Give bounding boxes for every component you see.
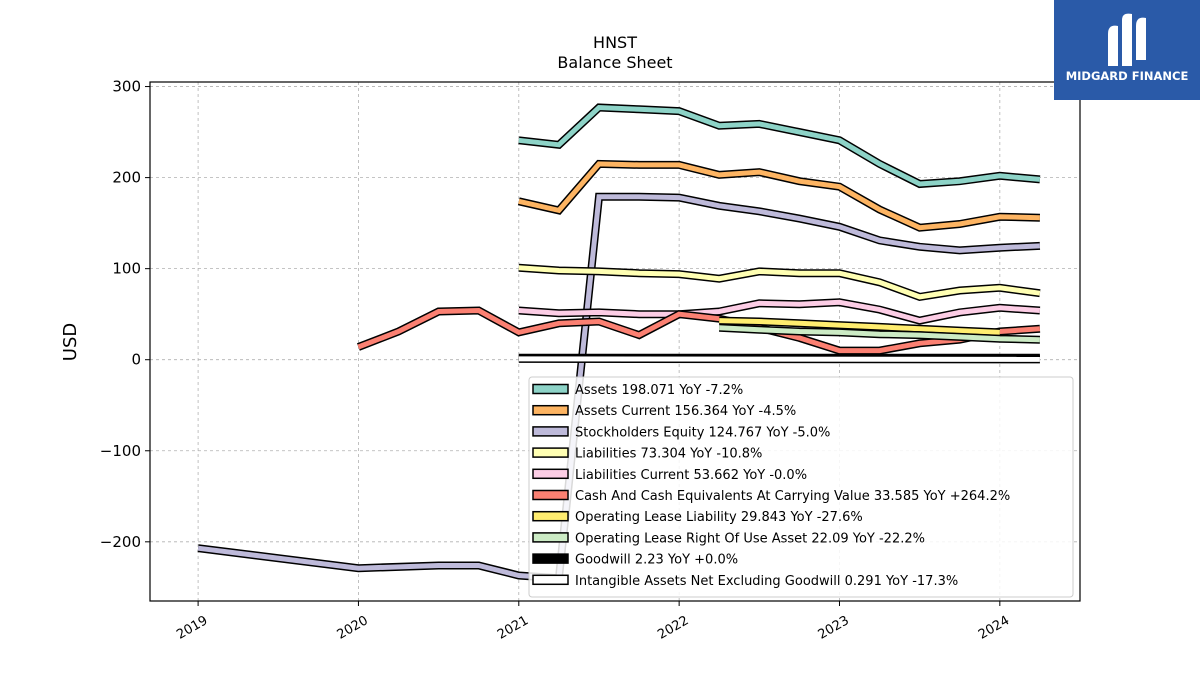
legend-swatch (532, 383, 569, 395)
legend-label: Liabilities 73.304 YoY -10.8% (575, 447, 762, 462)
series-lines (197, 103, 1041, 583)
series-4 (518, 298, 1041, 325)
legend-swatch (532, 574, 569, 586)
legend-box (528, 376, 1074, 598)
chart-title: HNST (593, 33, 637, 52)
series-5 (356, 306, 1041, 355)
x-tick-label: 2024 (976, 613, 1012, 643)
x-tick-label: 2021 (495, 613, 531, 643)
series-line (518, 356, 1040, 362)
series-line (518, 299, 1041, 324)
series-7 (719, 323, 1040, 344)
series-3 (518, 263, 1041, 302)
x-tick-label: 2023 (816, 613, 852, 643)
x-tick-label: 2022 (655, 613, 691, 643)
series-2 (197, 192, 1041, 583)
legend-label: Assets Current 156.364 YoY -4.5% (575, 404, 796, 419)
legend-label: Cash And Cash Equivalents At Carrying Va… (575, 489, 1010, 504)
brand-logo: MIDGARD FINANCE (1054, 0, 1200, 100)
legend-swatch (532, 468, 569, 480)
legend-swatch (532, 553, 569, 564)
legend-label: Stockholders Equity 124.767 YoY -5.0% (575, 425, 830, 440)
legend: Assets 198.071 YoY -7.2% Assets Current 1… (528, 376, 1074, 598)
x-tick-label: 2020 (335, 613, 371, 643)
y-tick-label: 200 (112, 169, 141, 187)
plot-frame (149, 81, 1081, 602)
legend-swatch (532, 510, 569, 522)
brand-mark-icon (1108, 13, 1146, 67)
series-6 (719, 316, 1000, 337)
legend-label: Assets 198.071 YoY -7.2% (575, 383, 743, 398)
series-line (719, 325, 1040, 343)
x-tick-label: 2019 (174, 613, 210, 643)
series-1 (517, 159, 1040, 232)
y-tick-label: −100 (100, 442, 141, 460)
legend-swatch (532, 447, 569, 458)
legend-label: Intangible Assets Net Excluding Goodwill… (575, 574, 958, 589)
y-axis-label: USD (60, 323, 81, 361)
series-line (518, 265, 1041, 300)
legend-label: Operating Lease Liability 29.843 YoY -27… (575, 510, 863, 525)
legend-swatch (532, 489, 569, 501)
series-line (518, 161, 1040, 231)
legend-swatch (532, 426, 569, 437)
series-line (197, 194, 1041, 581)
legend-swatch (532, 532, 569, 543)
legend-swatch (532, 404, 569, 416)
legend-label: Liabilities Current 53.662 YoY -0.0% (575, 468, 807, 483)
series-0 (518, 103, 1041, 189)
y-tick-label: 0 (131, 351, 141, 369)
brand-name: MIDGARD FINANCE (1065, 69, 1189, 83)
y-tick-label: 100 (112, 260, 141, 278)
series-9 (518, 354, 1040, 364)
legend-label: Goodwill 2.23 YoY +0.0% (575, 553, 738, 568)
y-tick-label: 300 (112, 78, 141, 96)
series-line-outline (518, 103, 1041, 189)
series-line (719, 318, 1000, 335)
series-line (518, 104, 1041, 187)
series-line (357, 307, 1041, 354)
y-tick-label: −200 (100, 533, 141, 551)
legend-label: Operating Lease Right Of Use Asset 22.09… (575, 531, 925, 546)
chart-subtitle: Balance Sheet (557, 53, 672, 72)
